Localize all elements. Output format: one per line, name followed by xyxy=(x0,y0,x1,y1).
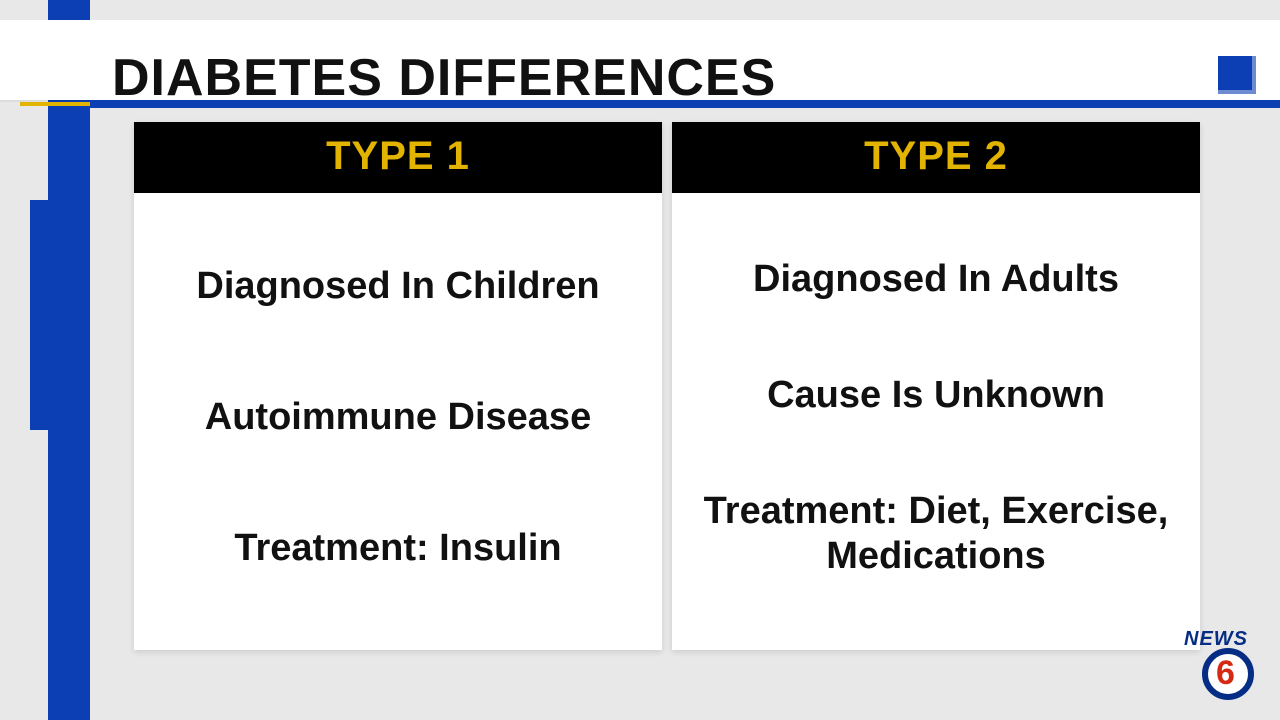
page-title: DIABETES DIFFERENCES xyxy=(112,48,776,108)
left-accent-rail-secondary xyxy=(30,200,72,430)
title-bar: DIABETES DIFFERENCES xyxy=(0,20,1280,100)
panel-header: TYPE 2 xyxy=(672,122,1200,193)
panel-body: Diagnosed In Children Autoimmune Disease… xyxy=(134,193,662,650)
panel-header: TYPE 1 xyxy=(134,122,662,193)
panel-type-1: TYPE 1 Diagnosed In Children Autoimmune … xyxy=(134,122,662,650)
panel-item: Treatment: Insulin xyxy=(164,526,632,571)
title-accent-square xyxy=(1218,56,1256,94)
title-underline-blue xyxy=(90,100,1280,108)
panel-type-2: TYPE 2 Diagnosed In Adults Cause Is Unkn… xyxy=(672,122,1200,650)
logo-news-text: NEWS xyxy=(1184,628,1248,651)
comparison-panels: TYPE 1 Diagnosed In Children Autoimmune … xyxy=(134,122,1200,650)
panel-item: Treatment: Diet, Exercise, Medications xyxy=(702,489,1170,579)
station-logo: NEWS 6 xyxy=(1176,626,1266,706)
title-underline-gold xyxy=(20,102,90,106)
panel-body: Diagnosed In Adults Cause Is Unknown Tre… xyxy=(672,193,1200,650)
panel-item: Diagnosed In Children xyxy=(164,264,632,309)
logo-number: 6 xyxy=(1216,654,1235,693)
panel-item: Diagnosed In Adults xyxy=(702,257,1170,302)
panel-item: Cause Is Unknown xyxy=(702,373,1170,418)
panel-item: Autoimmune Disease xyxy=(164,395,632,440)
